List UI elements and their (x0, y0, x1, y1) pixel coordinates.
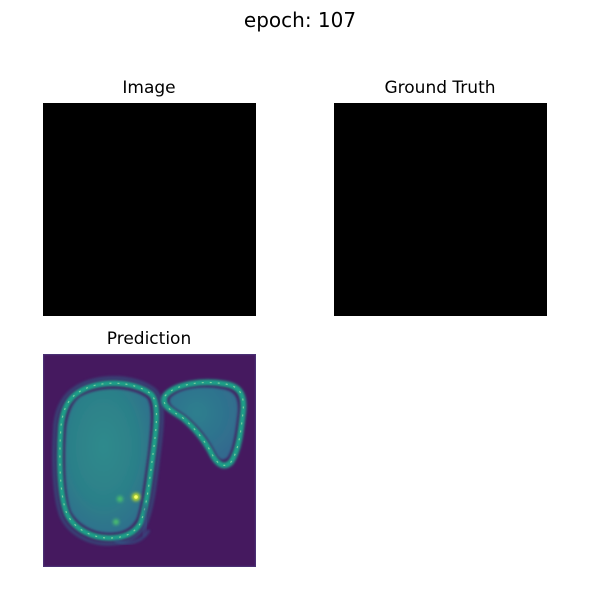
ground-truth-panel-title: Ground Truth (384, 78, 496, 98)
ground-truth-panel (334, 103, 547, 316)
hotspot-3 (113, 519, 119, 525)
hotspot-2 (117, 496, 123, 502)
image-panel (43, 103, 256, 316)
hotspot-1-core (134, 495, 138, 499)
prediction-panel-title: Prediction (106, 329, 192, 349)
figure-title: epoch: 107 (243, 8, 357, 32)
left-lobe-region (52, 376, 164, 546)
prediction-heatmap (43, 354, 256, 567)
prediction-frame (43, 354, 256, 567)
right-lobe-region (161, 379, 247, 469)
inner-contour-trace (141, 503, 149, 537)
prediction-panel (43, 354, 256, 567)
image-panel-title: Image (122, 78, 176, 98)
lower-contour-trace (114, 529, 151, 545)
